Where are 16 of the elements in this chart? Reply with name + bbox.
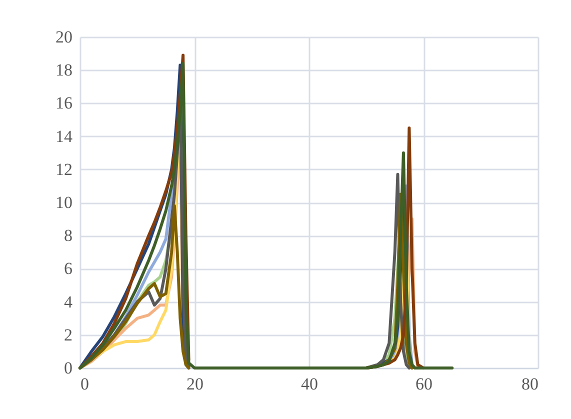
y-tick-label: 6 — [64, 259, 72, 278]
x-tick-label: 60 — [416, 374, 432, 394]
y-tick-label: 16 — [56, 94, 72, 113]
x-tick-label: 80 — [522, 374, 538, 394]
y-tick-label: 10 — [56, 193, 72, 212]
y-tick-label: 2 — [64, 325, 72, 344]
y-tick-label: 4 — [64, 292, 73, 312]
y-tick-label: 0 — [64, 358, 72, 378]
y-tick-label: 18 — [56, 60, 72, 80]
y-tick-label: 8 — [64, 226, 72, 246]
y-tick-label: 14 — [56, 126, 73, 146]
y-tick-label: 20 — [56, 28, 72, 46]
x-tick-label: 40 — [301, 374, 318, 394]
y-tick-label: 12 — [56, 160, 72, 179]
x-tick-label: 0 — [80, 374, 89, 394]
x-tick-label: 20 — [186, 374, 204, 394]
